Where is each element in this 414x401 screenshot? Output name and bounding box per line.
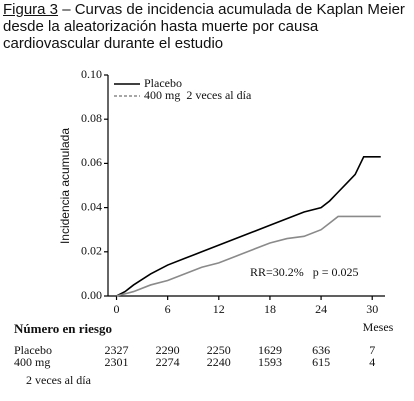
risk-table-title: Número en riesgo xyxy=(14,321,112,336)
y-tick-label: 0.00 xyxy=(81,288,102,302)
risk-value: 7 xyxy=(369,343,375,357)
risk-value: 2301 xyxy=(105,355,129,369)
legend-label: Placebo xyxy=(144,76,182,90)
risk-value: 2290 xyxy=(156,343,180,357)
y-tick-label: 0.02 xyxy=(81,244,102,258)
risk-row-label: Placebo xyxy=(14,343,52,357)
title: Figura 3 – Curvas de incidencia acumulad… xyxy=(3,1,413,52)
risk-value: 4 xyxy=(369,355,375,369)
risk-value: 1629 xyxy=(258,343,282,357)
x-tick-label: 30 xyxy=(366,302,378,316)
risk-row-label: 400 mg xyxy=(14,355,50,369)
x-tick-label: 0 xyxy=(114,302,120,316)
y-tick-label: 0.04 xyxy=(81,199,102,213)
y-axis-label: Incidencia acumulada xyxy=(58,128,72,244)
annotation: RR=30.2% p = 0.025 xyxy=(250,265,359,279)
x-tick-label: 24 xyxy=(315,302,327,316)
risk-value: 2327 xyxy=(105,343,129,357)
y-tick-label: 0.08 xyxy=(81,111,102,125)
risk-value: 2274 xyxy=(156,355,180,369)
title-text: – Curvas de incidencia acumulada de Kapl… xyxy=(3,1,405,52)
y-tick-label: 0.10 xyxy=(81,67,102,81)
x-tick-label: 6 xyxy=(165,302,171,316)
x-tick-label: 18 xyxy=(264,302,276,316)
legend-label: 400 mg 2 veces al día xyxy=(144,88,252,102)
risk-value: 615 xyxy=(312,355,330,369)
risk-value: 2240 xyxy=(207,355,231,369)
risk-value: 1593 xyxy=(258,355,282,369)
x-axis-label: Meses xyxy=(363,320,394,334)
series-line xyxy=(116,215,381,297)
x-tick-label: 12 xyxy=(213,302,225,316)
risk-value: 636 xyxy=(312,343,330,357)
y-tick-label: 0.06 xyxy=(81,155,102,169)
risk-value: 2250 xyxy=(207,343,231,357)
title-label: Figura 3 xyxy=(3,1,59,18)
risk-row-label: 2 veces al día xyxy=(26,373,92,387)
series-line xyxy=(116,155,381,297)
